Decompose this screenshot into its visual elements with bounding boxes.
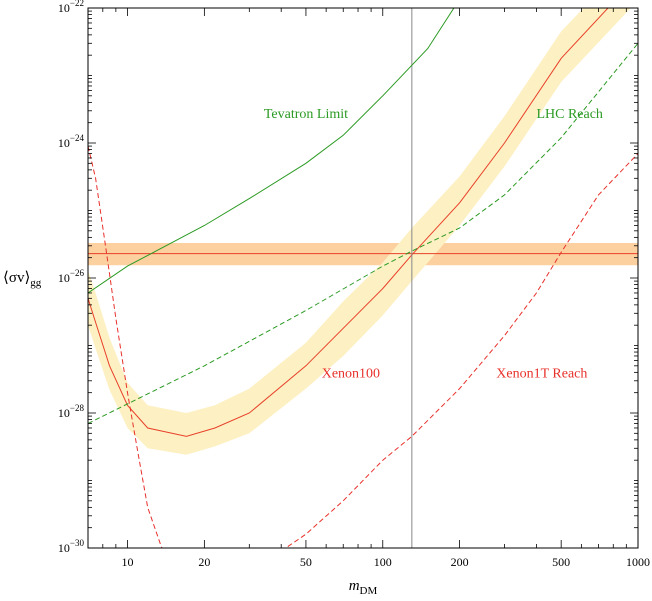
x-tick-label: 10 [122,555,134,569]
xenon100-label: Xenon100 [322,366,380,381]
y-tick-label: 10−22 [58,0,84,15]
x-tick-label: 50 [300,555,312,569]
xenon1t-label: Xenon1T Reach [496,366,587,381]
x-tick-label: 200 [451,555,469,569]
lhc-label: LHC Reach [536,107,602,122]
y-tick-label: 10−24 [58,133,85,150]
x-tick-label: 20 [198,555,210,569]
y-tick-label: 10−30 [58,538,85,555]
x-tick-label: 1000 [626,555,650,569]
tevatron-label: Tevatron Limit [264,107,348,122]
y-tick-label: 10−26 [58,268,85,285]
y-tick-label: 10−28 [58,403,85,420]
x-axis-label: mDM [349,578,378,597]
x-tick-label: 100 [374,555,392,569]
y-axis-label: ⟨σv⟩gg [3,270,42,289]
x-tick-label: 500 [552,555,570,569]
